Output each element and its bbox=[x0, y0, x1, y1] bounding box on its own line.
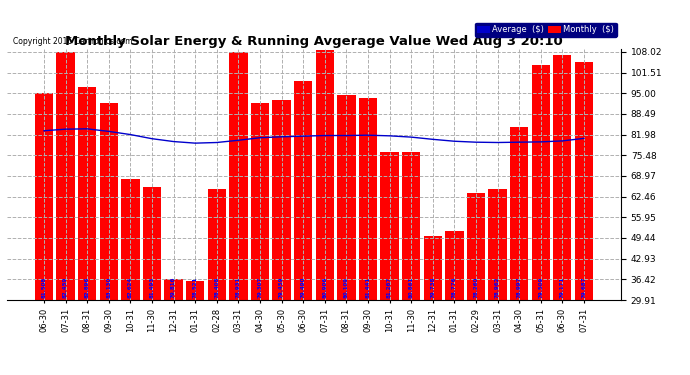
Text: 82.459: 82.459 bbox=[63, 277, 68, 298]
Text: 78.776: 78.776 bbox=[452, 277, 457, 298]
Bar bbox=[57, 52, 75, 300]
Bar bbox=[294, 81, 313, 300]
Text: 78.260: 78.260 bbox=[473, 277, 478, 298]
Bar bbox=[208, 189, 226, 300]
Text: 78.931: 78.931 bbox=[236, 277, 241, 298]
Bar bbox=[402, 152, 420, 300]
Bar bbox=[359, 98, 377, 300]
Text: 80.109: 80.109 bbox=[344, 277, 349, 298]
Title: Monthly Solar Energy & Running Avgerage Value Wed Aug 3 20:10: Monthly Solar Energy & Running Avgerage … bbox=[65, 34, 563, 48]
Text: 80.861: 80.861 bbox=[408, 277, 413, 298]
Bar bbox=[424, 236, 442, 300]
Bar bbox=[78, 87, 97, 300]
Text: 78.962: 78.962 bbox=[495, 277, 500, 298]
Bar bbox=[186, 280, 204, 300]
Text: 81.493: 81.493 bbox=[150, 277, 155, 298]
Bar bbox=[99, 103, 118, 300]
Bar bbox=[229, 52, 248, 300]
Text: 81.441: 81.441 bbox=[366, 277, 371, 298]
Text: 82.624: 82.624 bbox=[128, 277, 133, 298]
Text: 79.171: 79.171 bbox=[560, 277, 565, 298]
Text: 80.906: 80.906 bbox=[322, 277, 327, 298]
Bar bbox=[466, 194, 485, 300]
Text: 81.267: 81.267 bbox=[387, 277, 392, 298]
Text: 82.896: 82.896 bbox=[85, 277, 90, 298]
Bar bbox=[121, 179, 139, 300]
Bar bbox=[337, 95, 355, 300]
Text: 79.816: 79.816 bbox=[171, 277, 176, 298]
Legend: Average  ($), Monthly  ($): Average ($), Monthly ($) bbox=[475, 23, 617, 37]
Text: 79.509: 79.509 bbox=[538, 277, 543, 298]
Text: 79.738: 79.738 bbox=[431, 277, 435, 298]
Bar bbox=[315, 50, 334, 300]
Bar bbox=[164, 279, 183, 300]
Text: 79.687: 79.687 bbox=[582, 277, 586, 298]
Bar bbox=[380, 152, 399, 300]
Bar bbox=[250, 103, 269, 300]
Bar bbox=[445, 231, 464, 300]
Text: 78.408: 78.408 bbox=[215, 277, 219, 298]
Bar bbox=[531, 65, 550, 300]
Bar bbox=[575, 62, 593, 300]
Bar bbox=[273, 100, 290, 300]
Bar bbox=[489, 189, 506, 300]
Bar bbox=[143, 187, 161, 300]
Text: 79.307: 79.307 bbox=[257, 277, 262, 298]
Bar bbox=[34, 93, 53, 300]
Text: 79.490: 79.490 bbox=[301, 277, 306, 298]
Text: 78.521: 78.521 bbox=[193, 277, 197, 298]
Text: 83.130: 83.130 bbox=[106, 277, 111, 298]
Text: 78.997: 78.997 bbox=[517, 277, 522, 298]
Text: 81.508: 81.508 bbox=[41, 277, 46, 298]
Bar bbox=[510, 127, 529, 300]
Text: 79.459: 79.459 bbox=[279, 277, 284, 298]
Bar bbox=[553, 55, 571, 300]
Text: Copyright 2016 Cartronics.com: Copyright 2016 Cartronics.com bbox=[13, 37, 132, 46]
